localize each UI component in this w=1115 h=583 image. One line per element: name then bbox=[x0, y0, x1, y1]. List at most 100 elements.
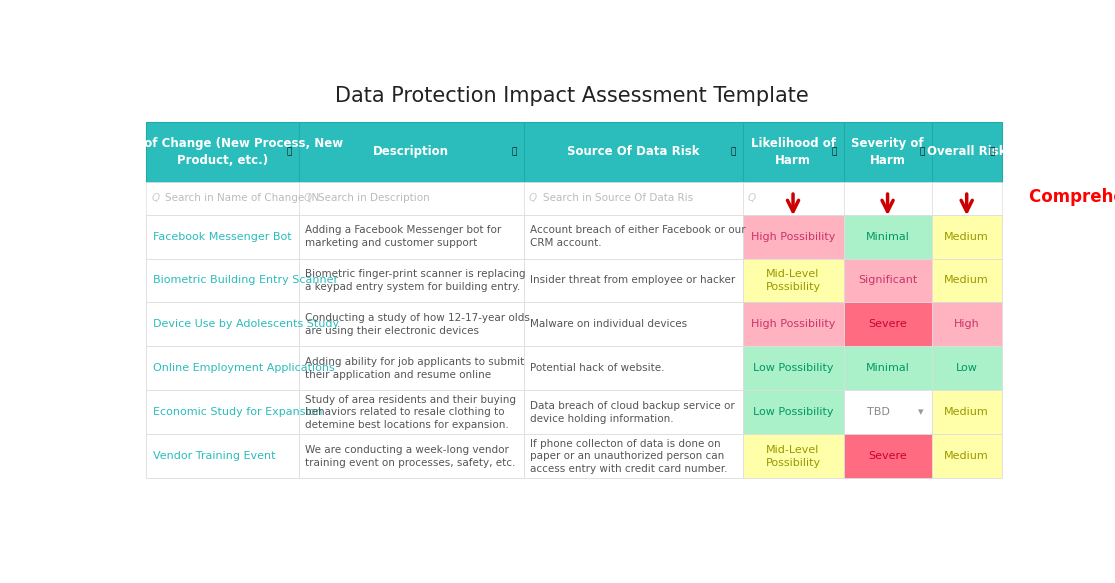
Bar bbox=[299, 303, 524, 346]
Text: Severe: Severe bbox=[869, 451, 906, 462]
Bar bbox=[524, 122, 743, 182]
Text: Medium: Medium bbox=[944, 231, 989, 241]
Text: High: High bbox=[953, 319, 980, 329]
Text: ▾: ▾ bbox=[919, 408, 924, 417]
Bar bbox=[299, 182, 524, 215]
Text: We are conducting a week-long vendor
training event on processes, safety, etc.: We are conducting a week-long vendor tra… bbox=[306, 445, 516, 468]
Bar bbox=[932, 346, 1001, 391]
Text: Malware on individual devices: Malware on individual devices bbox=[531, 319, 688, 329]
Text: Study of area residents and their buying
behaviors related to resale clothing to: Study of area residents and their buying… bbox=[306, 395, 516, 430]
Text: TBD: TBD bbox=[867, 408, 891, 417]
Text: Q: Q bbox=[529, 194, 536, 203]
Bar bbox=[932, 434, 1001, 479]
Text: Biometric Building Entry Scanner: Biometric Building Entry Scanner bbox=[153, 276, 338, 286]
Text: ⬦: ⬦ bbox=[920, 147, 924, 156]
Text: Adding ability for job applicants to submit
their application and resume online: Adding ability for job applicants to sub… bbox=[306, 357, 525, 380]
Text: Low Possibility: Low Possibility bbox=[753, 363, 833, 374]
Text: Medium: Medium bbox=[944, 408, 989, 417]
Text: Search in Name of Change (N: Search in Name of Change (N bbox=[165, 194, 320, 203]
Bar bbox=[299, 346, 524, 391]
Bar bbox=[932, 303, 1001, 346]
Text: If phone collecton of data is done on
paper or an unauthorized person can
access: If phone collecton of data is done on pa… bbox=[531, 438, 728, 475]
Text: Medium: Medium bbox=[944, 276, 989, 286]
Bar bbox=[844, 215, 932, 258]
Text: Facebook Messenger Bot: Facebook Messenger Bot bbox=[153, 231, 292, 241]
Bar bbox=[146, 391, 299, 434]
Bar bbox=[932, 182, 1001, 215]
Text: Mid-Level
Possibility: Mid-Level Possibility bbox=[766, 445, 821, 468]
Bar bbox=[146, 182, 299, 215]
Text: ⬦: ⬦ bbox=[730, 147, 736, 156]
Bar bbox=[844, 182, 932, 215]
Text: Q: Q bbox=[748, 194, 756, 203]
Text: Comprehensive Tracking!: Comprehensive Tracking! bbox=[1029, 188, 1115, 206]
Text: Q: Q bbox=[303, 194, 312, 203]
Text: Vendor Training Event: Vendor Training Event bbox=[153, 451, 275, 462]
Text: Search in Source Of Data Ris: Search in Source Of Data Ris bbox=[543, 194, 692, 203]
Bar bbox=[743, 346, 844, 391]
Text: ⬦: ⬦ bbox=[832, 147, 836, 156]
Text: Conducting a study of how 12-17-year olds
are using their electronic devices: Conducting a study of how 12-17-year old… bbox=[306, 313, 531, 336]
Bar bbox=[932, 215, 1001, 258]
Text: Economic Study for Expansion: Economic Study for Expansion bbox=[153, 408, 322, 417]
Text: Likelihood of
Harm: Likelihood of Harm bbox=[750, 137, 835, 167]
Bar bbox=[524, 303, 743, 346]
Text: Severity of
Harm: Severity of Harm bbox=[851, 137, 924, 167]
Bar bbox=[743, 303, 844, 346]
Bar bbox=[844, 258, 932, 303]
Bar bbox=[743, 258, 844, 303]
Bar bbox=[299, 215, 524, 258]
Text: Medium: Medium bbox=[944, 451, 989, 462]
Bar bbox=[146, 215, 299, 258]
Bar bbox=[932, 391, 1001, 434]
Bar bbox=[524, 391, 743, 434]
Text: Minimal: Minimal bbox=[865, 363, 910, 374]
Bar bbox=[844, 303, 932, 346]
Text: Potential hack of website.: Potential hack of website. bbox=[531, 363, 665, 374]
Bar bbox=[524, 434, 743, 479]
Text: Data Protection Impact Assessment Template: Data Protection Impact Assessment Templa… bbox=[334, 86, 808, 106]
Text: Overall Risk: Overall Risk bbox=[927, 145, 1007, 159]
Text: Minimal: Minimal bbox=[865, 231, 910, 241]
Text: Description: Description bbox=[374, 145, 449, 159]
Text: Low: Low bbox=[956, 363, 978, 374]
Bar bbox=[524, 346, 743, 391]
Text: Online Employment Applications: Online Employment Applications bbox=[153, 363, 334, 374]
Bar bbox=[743, 182, 844, 215]
Bar bbox=[146, 122, 299, 182]
Bar bbox=[743, 391, 844, 434]
Text: ⬦: ⬦ bbox=[990, 147, 995, 156]
Bar bbox=[146, 258, 299, 303]
Text: ⬦: ⬦ bbox=[512, 147, 516, 156]
Bar bbox=[146, 346, 299, 391]
Bar bbox=[844, 434, 932, 479]
Text: Search in Description: Search in Description bbox=[318, 194, 429, 203]
Bar bbox=[146, 434, 299, 479]
Bar bbox=[524, 258, 743, 303]
Bar bbox=[932, 122, 1001, 182]
Bar bbox=[844, 391, 932, 434]
Text: Mid-Level
Possibility: Mid-Level Possibility bbox=[766, 269, 821, 292]
Bar bbox=[299, 122, 524, 182]
Bar bbox=[299, 258, 524, 303]
Bar bbox=[932, 258, 1001, 303]
Bar bbox=[299, 391, 524, 434]
Bar bbox=[844, 346, 932, 391]
Text: Source Of Data Risk: Source Of Data Risk bbox=[566, 145, 699, 159]
Bar bbox=[743, 215, 844, 258]
Bar bbox=[524, 182, 743, 215]
Bar bbox=[146, 303, 299, 346]
Text: High Possibility: High Possibility bbox=[750, 231, 835, 241]
Bar bbox=[844, 122, 932, 182]
Bar bbox=[743, 434, 844, 479]
Text: ⬦: ⬦ bbox=[287, 147, 292, 156]
Text: Low Possibility: Low Possibility bbox=[753, 408, 833, 417]
Text: Q: Q bbox=[152, 194, 159, 203]
Bar bbox=[743, 122, 844, 182]
Bar bbox=[299, 434, 524, 479]
Text: Insider threat from employee or hacker: Insider threat from employee or hacker bbox=[531, 276, 736, 286]
Text: Adding a Facebook Messenger bot for
marketing and customer support: Adding a Facebook Messenger bot for mark… bbox=[306, 225, 502, 248]
Text: Severe: Severe bbox=[869, 319, 906, 329]
Text: Account breach of either Facebook or our
CRM account.: Account breach of either Facebook or our… bbox=[531, 225, 746, 248]
Text: Data breach of cloud backup service or
device holding information.: Data breach of cloud backup service or d… bbox=[531, 401, 735, 424]
